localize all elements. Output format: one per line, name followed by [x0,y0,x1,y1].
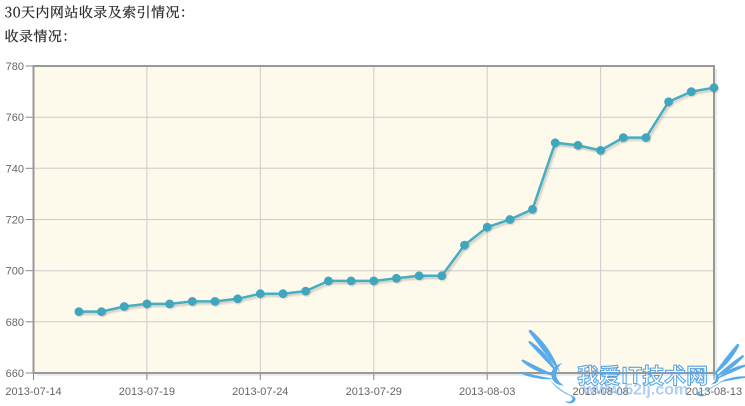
svg-text:700: 700 [6,266,24,278]
svg-text:660: 660 [6,368,24,380]
svg-text:740: 740 [6,163,24,175]
svg-text:2013-07-24: 2013-07-24 [232,386,288,398]
svg-text:2013-08-03: 2013-08-03 [459,386,515,398]
svg-text:760: 760 [6,112,24,124]
svg-text:680: 680 [6,317,24,329]
svg-text:2013-07-29: 2013-07-29 [346,386,402,398]
svg-text:2013-07-14: 2013-07-14 [5,386,61,398]
svg-text:720: 720 [6,215,24,227]
svg-text:2013-07-19: 2013-07-19 [119,386,175,398]
svg-text:2013-08-08: 2013-08-08 [572,386,628,398]
svg-text:780: 780 [6,61,24,73]
svg-text:2013-08-13: 2013-08-13 [686,386,742,398]
